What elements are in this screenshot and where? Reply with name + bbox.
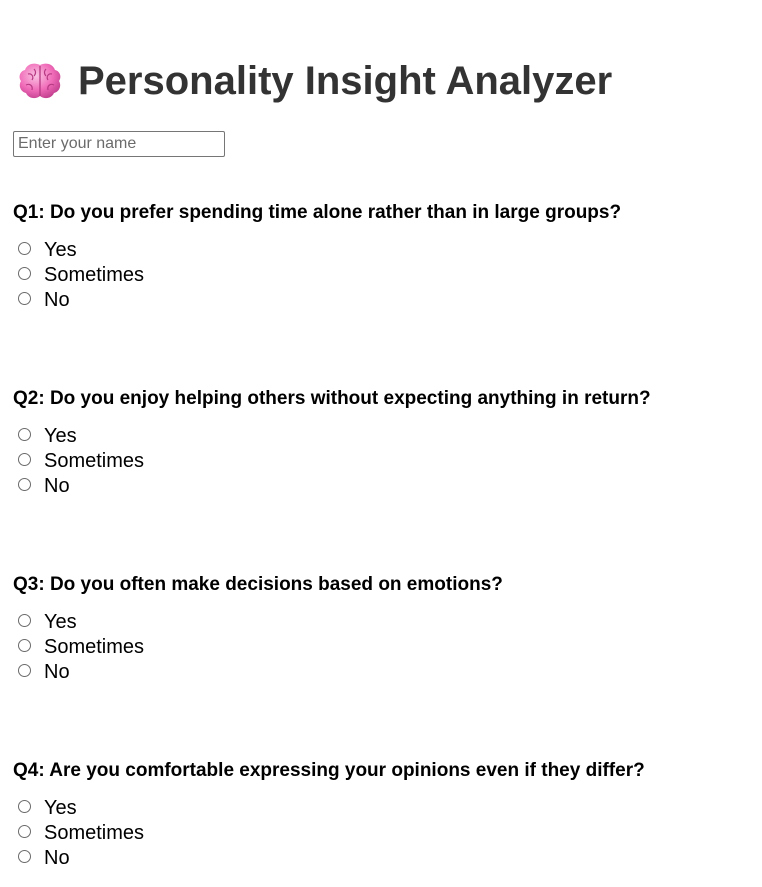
- radio-button[interactable]: [18, 664, 31, 677]
- page-title: Personality Insight Analyzer: [78, 59, 613, 103]
- option-label: Yes: [44, 797, 77, 819]
- radio-button[interactable]: [18, 850, 31, 863]
- radio-button[interactable]: [18, 292, 31, 305]
- option-label: Sometimes: [44, 822, 145, 844]
- option-label: Yes: [44, 611, 77, 633]
- question-title: Q1: Do you prefer spending time alone ra…: [13, 202, 622, 223]
- question-3: Q3: Do you often make decisions based on…: [13, 574, 753, 683]
- options-group: Yes Sometimes No: [18, 610, 144, 685]
- option-label: Sometimes: [44, 450, 145, 472]
- question-1: Q1: Do you prefer spending time alone ra…: [13, 202, 753, 311]
- option-label: Yes: [44, 425, 77, 447]
- option-label: No: [44, 475, 70, 497]
- option-label: Sometimes: [44, 636, 145, 658]
- option-label: No: [44, 289, 70, 311]
- radio-button[interactable]: [18, 267, 31, 280]
- option-sometimes[interactable]: Sometimes: [18, 635, 144, 660]
- question-title: Q3: Do you often make decisions based on…: [13, 574, 503, 595]
- option-no[interactable]: No: [18, 288, 144, 313]
- radio-button[interactable]: [18, 614, 31, 627]
- header: Personality Insight Analyzer: [18, 58, 612, 104]
- option-sometimes[interactable]: Sometimes: [18, 449, 144, 474]
- option-sometimes[interactable]: Sometimes: [18, 821, 144, 846]
- question-4: Q4: Are you comfortable expressing your …: [13, 760, 753, 869]
- radio-button[interactable]: [18, 428, 31, 441]
- radio-button[interactable]: [18, 800, 31, 813]
- radio-button[interactable]: [18, 478, 31, 491]
- option-no[interactable]: No: [18, 660, 144, 685]
- radio-button[interactable]: [18, 242, 31, 255]
- option-label: No: [44, 847, 70, 869]
- option-label: Sometimes: [44, 264, 145, 286]
- option-yes[interactable]: Yes: [18, 610, 144, 635]
- radio-button[interactable]: [18, 453, 31, 466]
- option-sometimes[interactable]: Sometimes: [18, 263, 144, 288]
- options-group: Yes Sometimes No: [18, 238, 144, 313]
- option-label: Yes: [44, 239, 77, 261]
- option-yes[interactable]: Yes: [18, 424, 144, 449]
- options-group: Yes Sometimes No: [18, 796, 144, 871]
- brain-icon: [19, 63, 61, 99]
- option-no[interactable]: No: [18, 846, 144, 871]
- options-group: Yes Sometimes No: [18, 424, 144, 499]
- option-yes[interactable]: Yes: [18, 796, 144, 821]
- radio-button[interactable]: [18, 825, 31, 838]
- question-2: Q2: Do you enjoy helping others without …: [13, 388, 753, 497]
- option-yes[interactable]: Yes: [18, 238, 144, 263]
- radio-button[interactable]: [18, 639, 31, 652]
- name-input[interactable]: [13, 131, 225, 157]
- option-no[interactable]: No: [18, 474, 144, 499]
- question-title: Q4: Are you comfortable expressing your …: [13, 760, 645, 781]
- option-label: No: [44, 661, 70, 683]
- question-title: Q2: Do you enjoy helping others without …: [13, 388, 651, 409]
